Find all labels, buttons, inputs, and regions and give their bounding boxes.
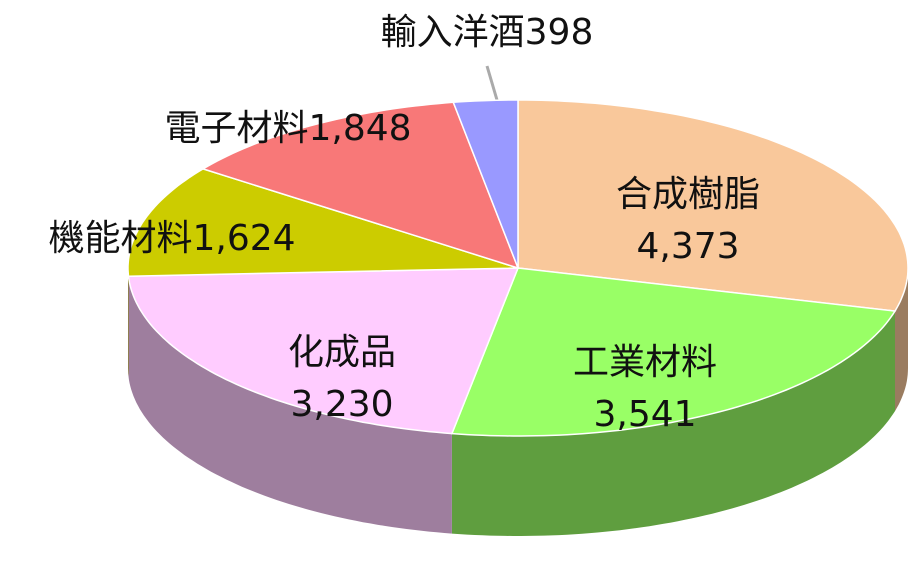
leader-line <box>485 65 499 101</box>
label-name: 輸入洋酒 <box>381 12 525 53</box>
pie-slice <box>127 267 520 435</box>
label-value: 3,230 <box>290 384 393 425</box>
label-name: 合成樹脂 <box>616 174 760 215</box>
label-name: 機能材料 <box>48 218 192 259</box>
label-name: 電子材料 <box>164 108 308 149</box>
label-value: 1,624 <box>192 218 295 259</box>
pie-slice <box>201 101 520 270</box>
data-label: 電子材料1,848 <box>164 108 411 149</box>
pie-slice <box>452 99 519 269</box>
data-label: 工業材料 3,541 <box>573 342 717 435</box>
label-value: 4,373 <box>636 226 739 267</box>
pie-side <box>128 268 129 377</box>
label-name: 工業材料 <box>573 342 717 383</box>
pie-side <box>895 268 908 412</box>
pie-slice <box>450 267 897 437</box>
data-label: 機能材料1,624 <box>48 218 295 259</box>
label-value: 3,541 <box>593 394 696 435</box>
pie-slice <box>517 99 909 312</box>
data-label: 合成樹脂 4,373 <box>616 174 760 267</box>
data-label: 輸入洋酒398 <box>381 12 594 53</box>
label-value: 1,848 <box>308 108 411 149</box>
data-label: 化成品 3,230 <box>288 332 396 425</box>
label-name: 化成品 <box>288 332 396 373</box>
pie-side <box>451 311 895 536</box>
pie-slice <box>127 168 519 277</box>
label-value: 398 <box>525 12 594 53</box>
